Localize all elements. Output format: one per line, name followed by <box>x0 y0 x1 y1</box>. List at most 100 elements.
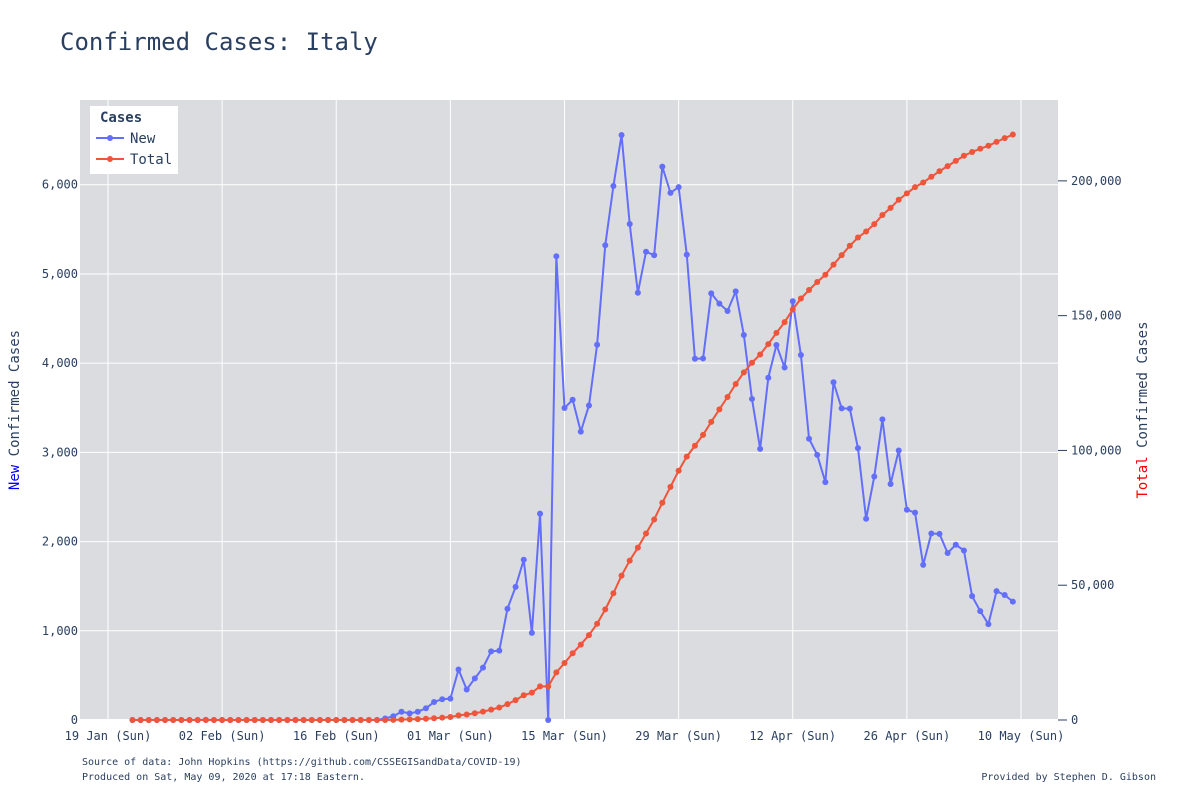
series-total-point <box>797 295 804 302</box>
series-total-point <box>316 716 323 723</box>
series-total-point <box>903 190 910 197</box>
x-tick-label: 29 Mar (Sun) <box>635 729 722 743</box>
series-total-point <box>219 716 226 723</box>
series-new-point <box>903 506 910 513</box>
series-new-point <box>634 289 641 296</box>
legend-item-new[interactable]: New <box>96 131 156 147</box>
series-total-point <box>276 716 283 723</box>
series-total-point <box>528 689 535 696</box>
series-total-point <box>748 359 755 366</box>
series-total-point <box>553 669 560 676</box>
series-new-point <box>651 252 658 259</box>
series-new-point <box>398 708 405 715</box>
series-new-point <box>594 341 601 348</box>
series-total-point <box>960 152 967 159</box>
y-right-tick-label: 150,000 <box>1071 309 1122 323</box>
produced-note: Produced on Sat, May 09, 2020 at 17:18 E… <box>82 772 365 783</box>
series-total-point <box>390 716 397 723</box>
x-tick-label: 01 Mar (Sun) <box>407 729 494 743</box>
y-right-tick-label: 100,000 <box>1071 443 1122 457</box>
legend-item-total[interactable]: Total <box>96 152 172 168</box>
series-total-point <box>806 287 813 293</box>
series-new-point <box>496 647 503 654</box>
series-total-point <box>202 716 209 723</box>
series-total-point <box>683 453 690 460</box>
series-total-point <box>357 716 364 723</box>
series-new-point <box>406 710 413 717</box>
series-new-point <box>659 163 666 170</box>
series-total-point <box>757 351 764 358</box>
series-total-point <box>969 148 976 155</box>
series-total-point <box>846 242 853 249</box>
series-new-point <box>952 541 959 548</box>
series-new-point <box>838 405 845 412</box>
series-new-point <box>871 473 878 480</box>
series-total-point <box>235 716 242 723</box>
series-total-point <box>634 544 641 551</box>
series-new-point <box>846 405 853 412</box>
series-new-point <box>422 705 429 712</box>
series-new-point <box>455 666 462 673</box>
series-new-point <box>667 189 674 196</box>
series-total-point <box>1009 131 1016 138</box>
series-total-point <box>162 717 169 723</box>
series-new-point <box>895 447 902 454</box>
y-left-tick-label: 4,000 <box>42 356 78 370</box>
series-total-point <box>545 683 552 690</box>
x-tick-label: 15 Mar (Sun) <box>521 729 608 743</box>
series-new-point <box>520 556 527 563</box>
series-new-point <box>504 605 511 612</box>
series-total-point <box>740 369 747 376</box>
x-tick-label: 19 Jan (Sun) <box>65 729 152 743</box>
series-new-point <box>553 253 560 260</box>
series-new-point <box>431 698 438 705</box>
series-new-point <box>724 307 731 314</box>
series-total-point <box>781 319 788 326</box>
legend: Cases New Total <box>90 106 178 174</box>
series-new-point <box>683 251 690 258</box>
series-total-point <box>455 712 462 719</box>
series-total-point <box>512 697 519 704</box>
series-new-point <box>626 221 633 227</box>
series-total-point <box>789 306 796 313</box>
series-new-point <box>879 416 886 423</box>
series-total-point <box>398 716 405 723</box>
x-axis: 19 Jan (Sun) 02 Feb (Sun) 16 Feb (Sun) 01 M… <box>65 729 1065 743</box>
series-total-point <box>691 442 698 449</box>
y-left-tick-label: 1,000 <box>42 624 78 638</box>
series-total-point <box>349 716 356 723</box>
y-left-title-highlight: New <box>7 464 23 490</box>
legend-title: Cases <box>100 110 142 126</box>
series-new-point <box>561 405 568 412</box>
series-total-point <box>651 516 658 523</box>
y-right-axis: 0 50,000 100,000 150,000 200,000 <box>1058 174 1122 727</box>
series-total-point <box>838 252 845 259</box>
series-total-point <box>406 716 413 723</box>
series-total-point <box>912 184 919 191</box>
series-total-point <box>708 418 715 425</box>
legend-label-new: New <box>130 131 156 147</box>
series-total-point <box>422 715 429 722</box>
series-new-point <box>993 588 1000 595</box>
series-total-point <box>830 261 837 268</box>
series-total-point <box>210 716 217 723</box>
y-left-axis: 0 1,000 2,000 3,000 4,000 5,000 6,000 <box>42 178 78 727</box>
series-new-point <box>569 396 576 403</box>
series-total-point <box>178 717 185 723</box>
series-new-point <box>471 675 478 682</box>
series-total-point <box>569 650 576 657</box>
series-total-point <box>724 393 731 400</box>
series-total-point <box>561 659 568 666</box>
y-right-tick-label: 200,000 <box>1071 174 1122 188</box>
series-new-point <box>863 515 870 522</box>
series-total-point <box>879 212 886 219</box>
series-new-point <box>748 395 755 402</box>
series-new-point <box>781 364 788 371</box>
y-right-title: Total Confirmed Cases <box>1135 321 1151 498</box>
series-new-point <box>716 300 723 307</box>
series-new-point <box>830 379 837 386</box>
series-total-point <box>952 157 959 164</box>
series-total-point <box>325 716 332 723</box>
series-total-point <box>447 713 454 720</box>
